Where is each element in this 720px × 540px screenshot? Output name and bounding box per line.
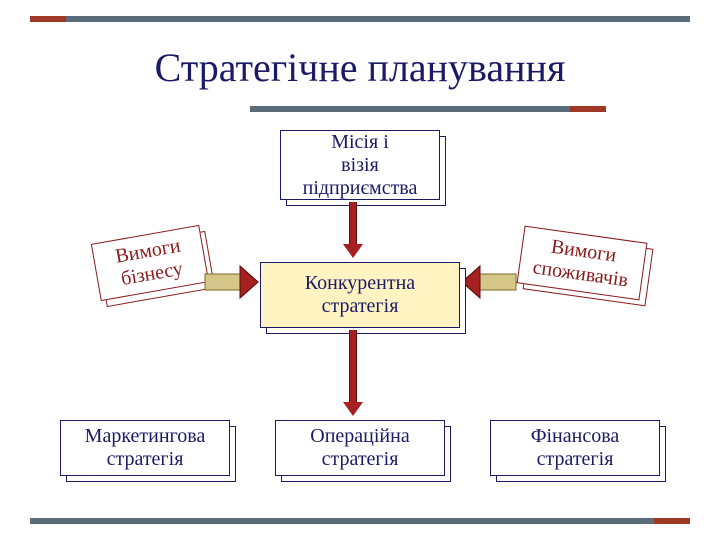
arrow-mission-to-center — [346, 202, 360, 258]
bottom-mid-text: Операційнастратегія — [310, 425, 409, 471]
top-bar-accent — [30, 16, 66, 22]
title-underline-accent — [570, 106, 606, 112]
mission-box: Місія івізіяпідприємства — [280, 130, 440, 200]
title-underline — [250, 106, 570, 112]
bottom-bar — [30, 518, 654, 524]
bottom-mid-box: Операційнастратегія — [275, 420, 445, 476]
bottom-left-box: Маркетинговастратегія — [60, 420, 230, 476]
page-title: Стратегічне планування — [0, 44, 720, 91]
right-tilt-text: Вимогиспоживачів — [531, 234, 632, 293]
bottom-bar-accent — [654, 518, 690, 524]
bottom-right-text: Фінансовастратегія — [531, 425, 620, 471]
top-bar — [66, 16, 690, 22]
arrow-left-to-center — [199, 258, 264, 306]
center-box: Конкурентнастратегія — [260, 262, 460, 328]
mission-text: Місія івізіяпідприємства — [303, 131, 418, 200]
arrow-center-to-bottom — [346, 330, 360, 416]
bottom-right-box: Фінансовастратегія — [490, 420, 660, 476]
left-tilt-text: Вимогибізнесу — [114, 235, 187, 292]
center-text: Конкурентнастратегія — [305, 272, 415, 318]
bottom-left-text: Маркетинговастратегія — [85, 425, 206, 471]
